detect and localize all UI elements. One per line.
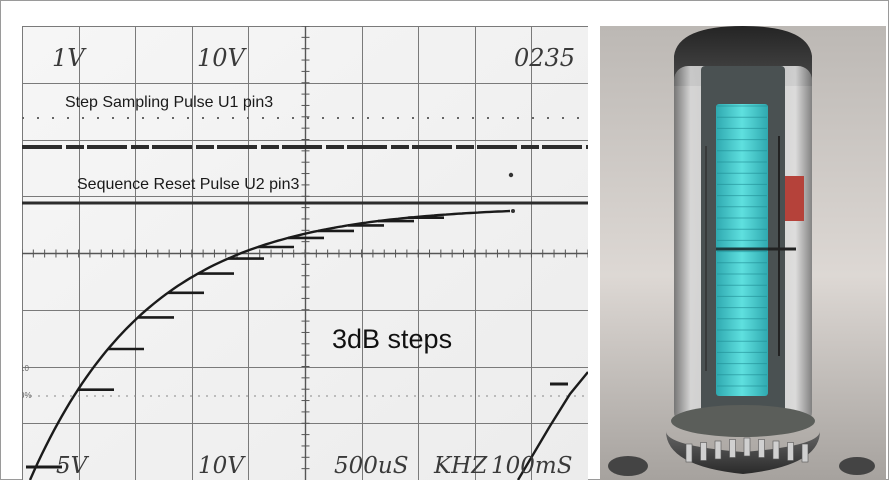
steps-annotation: 3dB steps	[332, 324, 452, 354]
tube-pin	[772, 440, 780, 460]
tube-pin	[729, 439, 736, 458]
socket-shadow	[839, 457, 875, 475]
next-sweep-curve	[516, 371, 588, 480]
counter-readout: 0235	[514, 44, 575, 72]
oscilloscope-screen: 1V 10V 0235 Step Sampling Pulse U1 pin3 …	[22, 26, 588, 480]
ch1-bottom-readout: 5V	[56, 453, 90, 479]
tube-pin	[714, 440, 722, 460]
frequency-unit-readout: KHZ	[433, 453, 488, 479]
exponential-curve	[28, 209, 511, 480]
tube-photo	[600, 26, 886, 480]
socket-shadow	[608, 456, 648, 476]
tube-pin	[700, 442, 707, 461]
graticule	[22, 26, 588, 480]
tube-pin	[758, 439, 765, 458]
tube-base	[666, 431, 820, 474]
tube-pin	[743, 437, 751, 457]
ch2-bottom-readout: 10V	[198, 453, 246, 479]
ch1-volts-readout: 1V	[52, 44, 87, 72]
sampling-pulse-label: Step Sampling Pulse U1 pin3	[65, 94, 273, 111]
ch2-volts-readout: 10V	[197, 44, 248, 72]
tube-pin	[801, 443, 809, 463]
margin-mark: 10	[22, 364, 29, 373]
glow-bands	[716, 105, 768, 387]
reset-pulse-label: Sequence Reset Pulse U2 pin3	[77, 176, 299, 193]
timebase-readout: 500uS	[334, 453, 408, 479]
trace-dot	[511, 209, 515, 213]
tube-pin	[787, 442, 794, 461]
timebase2-readout: 100mS	[491, 453, 572, 479]
trace-dot	[508, 172, 514, 178]
tube-pins	[685, 437, 809, 463]
staircase-steps	[78, 216, 444, 392]
margin-mark: 0%	[22, 391, 32, 400]
tube-label	[782, 176, 804, 221]
tube-pin	[685, 443, 693, 463]
tube-getter-ring	[671, 405, 815, 437]
